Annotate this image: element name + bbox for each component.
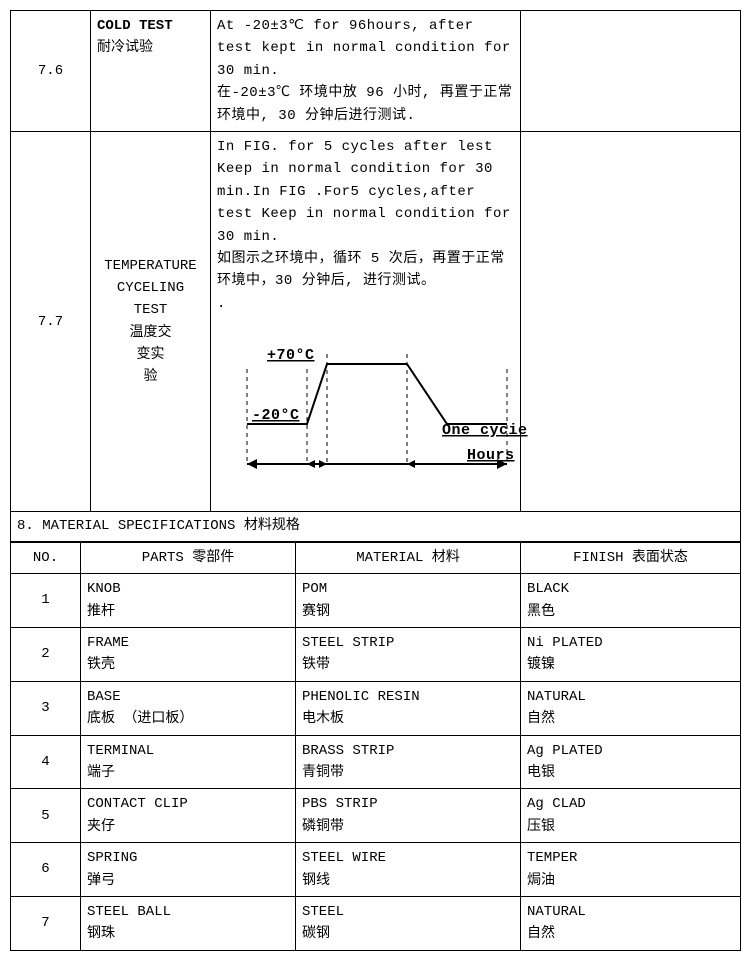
material-row: 3BASE底板 （进口板）PHENOLIC RESIN电木板NATURAL自然 [11, 681, 741, 735]
mat-material: BRASS STRIP青铜带 [296, 735, 521, 789]
mat-finish: Ag CLAD压银 [521, 789, 741, 843]
test-result-blank [521, 11, 741, 132]
test-number: 7.7 [11, 131, 91, 512]
svg-text:One cycie: One cycie [442, 422, 528, 439]
mat-part: FRAME铁壳 [81, 628, 296, 682]
mat-part: SPRING弹弓 [81, 843, 296, 897]
mat-no: 2 [11, 628, 81, 682]
mat-part: STEEL BALL钢珠 [81, 896, 296, 950]
material-row: 7STEEL BALL钢珠STEEL碳钢NATURAL自然 [11, 896, 741, 950]
mat-part: TERMINAL端子 [81, 735, 296, 789]
mat-material: STEEL STRIP铁带 [296, 628, 521, 682]
mat-part: BASE底板 （进口板） [81, 681, 296, 735]
test-description: At -20±3℃ for 96hours, after test kept i… [211, 11, 521, 132]
test-name: COLD TEST耐冷试验 [91, 11, 211, 132]
svg-text:-20°C: -20°C [252, 407, 300, 424]
col-material: MATERIAL 材料 [296, 542, 521, 573]
col-no: NO. [11, 542, 81, 573]
test-name: TEMPERATURECYCELINGTEST温度交变实验 [91, 131, 211, 512]
mat-material: PBS STRIP磷铜带 [296, 789, 521, 843]
mat-no: 1 [11, 574, 81, 628]
mat-finish: Ni PLATED镀镍 [521, 628, 741, 682]
mat-material: STEEL WIRE钢线 [296, 843, 521, 897]
mat-part: CONTACT CLIP夹仔 [81, 789, 296, 843]
mat-finish: NATURAL自然 [521, 896, 741, 950]
tests-table: 7.6COLD TEST耐冷试验At -20±3℃ for 96hours, a… [10, 10, 741, 542]
mat-no: 3 [11, 681, 81, 735]
mat-no: 6 [11, 843, 81, 897]
material-row: 4TERMINAL端子BRASS STRIP青铜带Ag PLATED电银 [11, 735, 741, 789]
svg-text:Hours: Hours [467, 447, 515, 464]
mat-material: PHENOLIC RESIN电木板 [296, 681, 521, 735]
section8-header: 8. MATERIAL SPECIFICATIONS 材料规格 [11, 512, 741, 541]
mat-finish: NATURAL自然 [521, 681, 741, 735]
col-finish: FINISH 表面状态 [521, 542, 741, 573]
material-row: 2FRAME铁壳STEEL STRIP铁带Ni PLATED镀镍 [11, 628, 741, 682]
material-row: 6SPRING弹弓STEEL WIRE钢线TEMPER焗油 [11, 843, 741, 897]
svg-text:+70°C: +70°C [267, 347, 315, 364]
test-description: In FIG. for 5 cycles after lest Keep in … [211, 131, 521, 512]
cycle-diagram: +70°C -20°C One cycie Hours [217, 329, 537, 499]
test-number: 7.6 [11, 11, 91, 132]
mat-finish: BLACK黑色 [521, 574, 741, 628]
mat-no: 5 [11, 789, 81, 843]
test-result-blank [521, 131, 741, 512]
material-row: 5CONTACT CLIP夹仔PBS STRIP磷铜带Ag CLAD压银 [11, 789, 741, 843]
material-table: NO. PARTS 零部件 MATERIAL 材料 FINISH 表面状态 1K… [10, 542, 741, 951]
mat-finish: TEMPER焗油 [521, 843, 741, 897]
mat-finish: Ag PLATED电银 [521, 735, 741, 789]
mat-material: POM赛钢 [296, 574, 521, 628]
col-parts: PARTS 零部件 [81, 542, 296, 573]
material-row: 1KNOB推杆POM赛钢BLACK黑色 [11, 574, 741, 628]
mat-material: STEEL碳钢 [296, 896, 521, 950]
mat-part: KNOB推杆 [81, 574, 296, 628]
mat-no: 7 [11, 896, 81, 950]
mat-no: 4 [11, 735, 81, 789]
